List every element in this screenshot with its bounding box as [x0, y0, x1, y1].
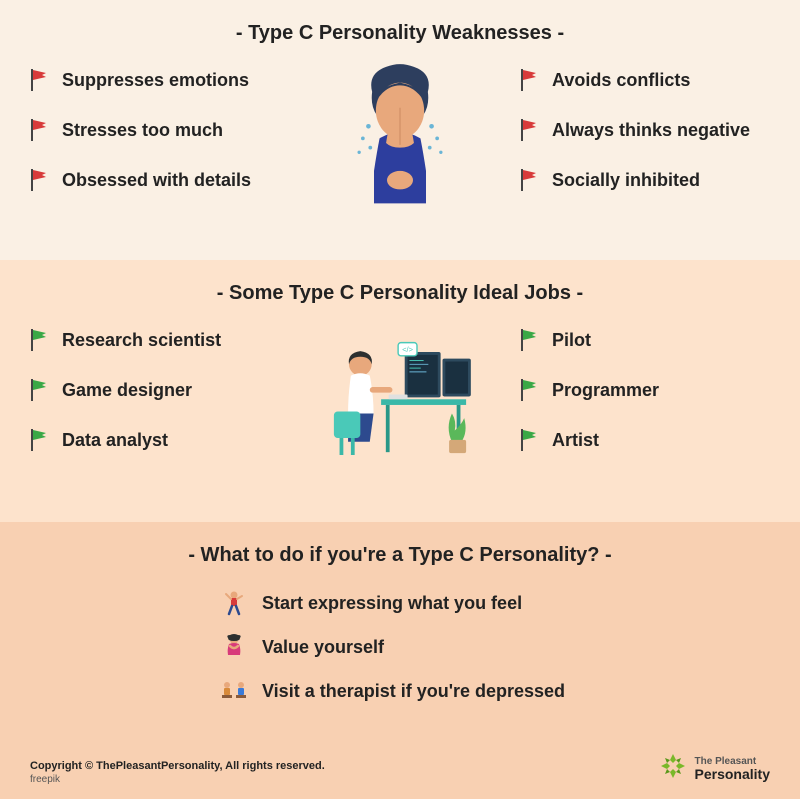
- item-text: Programmer: [552, 380, 659, 401]
- footer-left: Copyright © ThePleasantPersonality, All …: [30, 760, 325, 785]
- hugging-person-icon: [220, 633, 248, 661]
- item-text: Game designer: [62, 380, 192, 401]
- list-item: Visit a therapist if you're depressed: [220, 677, 565, 705]
- list-item: Start expressing what you feel: [220, 589, 522, 617]
- footer: Copyright © ThePleasantPersonality, All …: [30, 752, 770, 785]
- red-flag-icon: [520, 117, 540, 143]
- item-text: Avoids conflicts: [552, 70, 690, 91]
- list-item: Socially inhibited: [520, 167, 770, 193]
- item-text: Start expressing what you feel: [262, 593, 522, 614]
- item-text: Artist: [552, 430, 599, 451]
- list-item: Always thinks negative: [520, 117, 770, 143]
- list-item: Pilot: [520, 327, 770, 353]
- brand-tagline: The Pleasant: [695, 757, 770, 767]
- red-flag-icon: [30, 67, 50, 93]
- list-item: Artist: [520, 427, 770, 453]
- infographic-container: - Type C Personality Weaknesses - Suppre…: [0, 0, 800, 799]
- item-text: Value yourself: [262, 637, 384, 658]
- svg-text:</>: </>: [402, 345, 414, 354]
- weaknesses-left-col: Suppresses emotions Stresses too much Ob…: [30, 67, 280, 193]
- weaknesses-right-col: Avoids conflicts Always thinks negative …: [520, 67, 770, 193]
- item-text: Visit a therapist if you're depressed: [262, 681, 565, 702]
- weaknesses-title: - Type C Personality Weaknesses -: [30, 22, 770, 45]
- item-text: Pilot: [552, 330, 591, 351]
- copyright-text: Copyright © ThePleasantPersonality, All …: [30, 760, 325, 772]
- list-item: Obsessed with details: [30, 167, 280, 193]
- jobs-section: - Some Type C Personality Ideal Jobs - R…: [0, 260, 800, 522]
- list-item: Research scientist: [30, 327, 280, 353]
- item-text: Research scientist: [62, 330, 221, 351]
- list-item: Game designer: [30, 377, 280, 403]
- brand-logo: The Pleasant Personality: [659, 752, 770, 785]
- weaknesses-section: - Type C Personality Weaknesses - Suppre…: [0, 0, 800, 260]
- jobs-title: - Some Type C Personality Ideal Jobs -: [30, 282, 770, 305]
- item-text: Suppresses emotions: [62, 70, 249, 91]
- green-flag-icon: [520, 377, 540, 403]
- list-item: Stresses too much: [30, 117, 280, 143]
- green-flag-icon: [30, 327, 50, 353]
- brand-name: Personality: [695, 767, 770, 781]
- tips-title: - What to do if you're a Type C Personal…: [30, 544, 770, 567]
- green-flag-icon: [520, 427, 540, 453]
- red-flag-icon: [520, 167, 540, 193]
- red-flag-icon: [520, 67, 540, 93]
- item-text: Always thinks negative: [552, 120, 750, 141]
- item-text: Socially inhibited: [552, 170, 700, 191]
- list-item: Programmer: [520, 377, 770, 403]
- crying-woman-illustration: [310, 53, 490, 233]
- list-item: Value yourself: [220, 633, 384, 661]
- brand-icon: [659, 752, 687, 785]
- brand-text: The Pleasant Personality: [695, 757, 770, 781]
- programmer-illustration: </>: [310, 314, 490, 494]
- tips-list: Start expressing what you feel Value you…: [220, 589, 770, 705]
- tips-section: - What to do if you're a Type C Personal…: [0, 522, 800, 799]
- green-flag-icon: [30, 377, 50, 403]
- list-item: Data analyst: [30, 427, 280, 453]
- green-flag-icon: [30, 427, 50, 453]
- red-flag-icon: [30, 167, 50, 193]
- item-text: Obsessed with details: [62, 170, 251, 191]
- green-flag-icon: [520, 327, 540, 353]
- list-item: Suppresses emotions: [30, 67, 280, 93]
- item-text: Data analyst: [62, 430, 168, 451]
- dancing-person-icon: [220, 589, 248, 617]
- list-item: Avoids conflicts: [520, 67, 770, 93]
- red-flag-icon: [30, 117, 50, 143]
- jobs-left-col: Research scientist Game designer Data an…: [30, 327, 280, 453]
- therapy-icon: [220, 677, 248, 705]
- jobs-right-col: Pilot Programmer Artist: [520, 327, 770, 453]
- item-text: Stresses too much: [62, 120, 223, 141]
- attribution-text: freepik: [30, 774, 325, 785]
